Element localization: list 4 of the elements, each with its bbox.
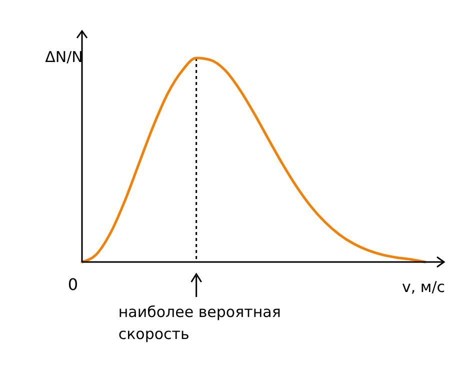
text: наиболее вероятная скорость xyxy=(118,303,281,343)
y-axis-title: ΔN/N xyxy=(45,48,83,66)
x-axis-title: v, м/с xyxy=(402,278,445,296)
text: 0 xyxy=(68,275,78,294)
